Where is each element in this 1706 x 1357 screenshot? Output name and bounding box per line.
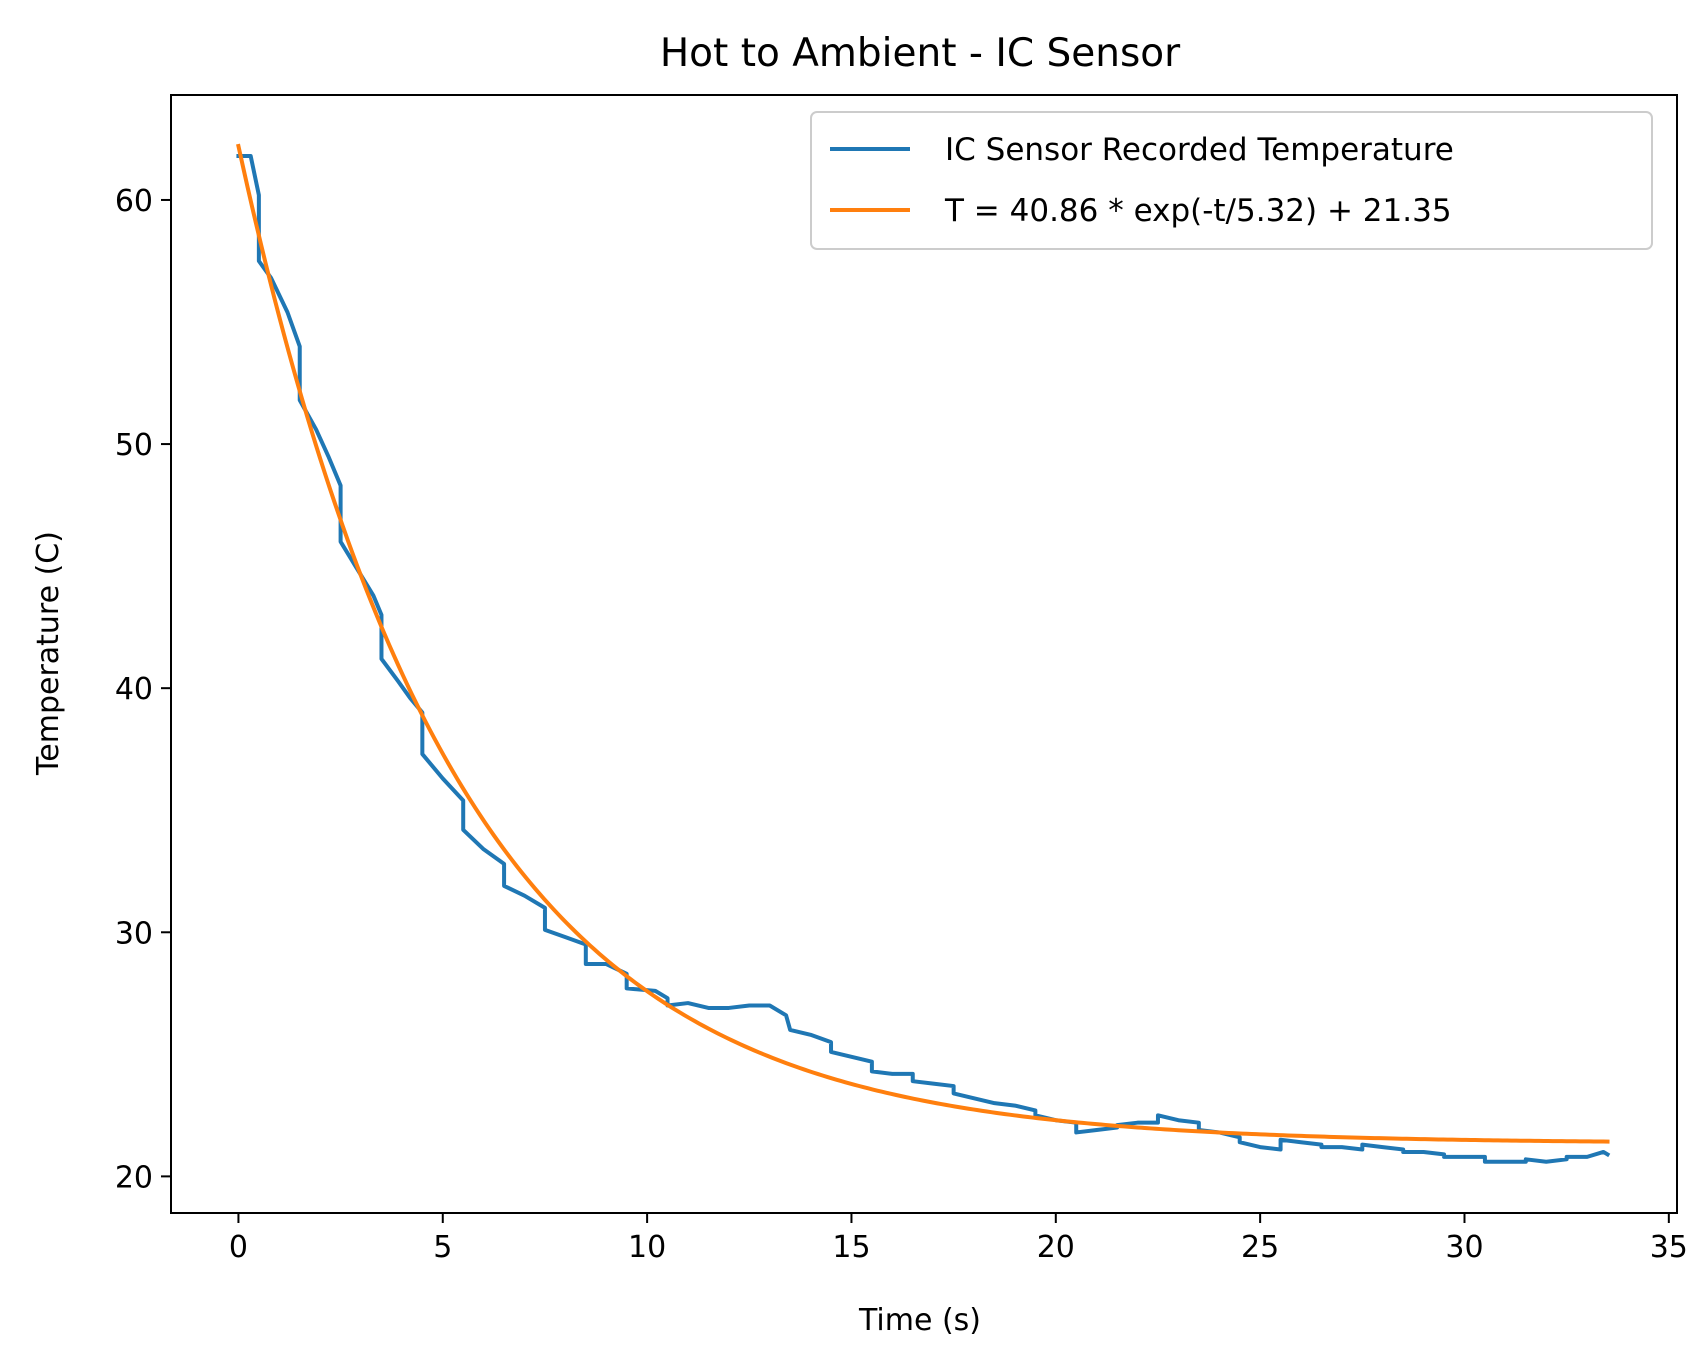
y-tick-label: 20 — [115, 1160, 153, 1195]
x-axis-label: Time (s) — [858, 1303, 981, 1338]
x-axis: 0 5 10 15 20 25 30 35 — [229, 1213, 1688, 1265]
chart-title: Hot to Ambient - IC Sensor — [660, 31, 1181, 76]
x-tick-label: 15 — [832, 1230, 870, 1265]
legend-box — [810, 111, 1653, 250]
x-tick-label: 0 — [229, 1230, 248, 1265]
x-tick-label: 35 — [1650, 1230, 1688, 1265]
x-tick-label: 30 — [1445, 1230, 1483, 1265]
plot-background — [171, 95, 1677, 1213]
y-axis-label: Temperature (C) — [31, 531, 66, 776]
legend: IC Sensor Recorded Temperature T = 40.86… — [810, 111, 1653, 250]
x-tick-label: 10 — [628, 1230, 666, 1265]
legend-label-measured: IC Sensor Recorded Temperature — [945, 132, 1454, 168]
x-tick-label: 5 — [433, 1230, 452, 1265]
x-tick-label: 25 — [1241, 1230, 1279, 1265]
series-layer — [236, 143, 1611, 1164]
series-line-fit — [236, 143, 1610, 1144]
legend-label-fit: T = 40.86 * exp(-t/5.32) + 21.35 — [944, 193, 1452, 229]
x-tick-label: 20 — [1037, 1230, 1075, 1265]
y-axis: 20 30 40 50 60 — [115, 184, 171, 1195]
series-line-measured — [236, 154, 1611, 1164]
plot-area — [171, 95, 1677, 1213]
y-tick-label: 40 — [115, 672, 153, 707]
y-tick-label: 30 — [115, 916, 153, 951]
y-tick-label: 60 — [115, 184, 153, 219]
y-tick-label: 50 — [115, 428, 153, 463]
plot-frame — [170, 94, 1678, 1214]
